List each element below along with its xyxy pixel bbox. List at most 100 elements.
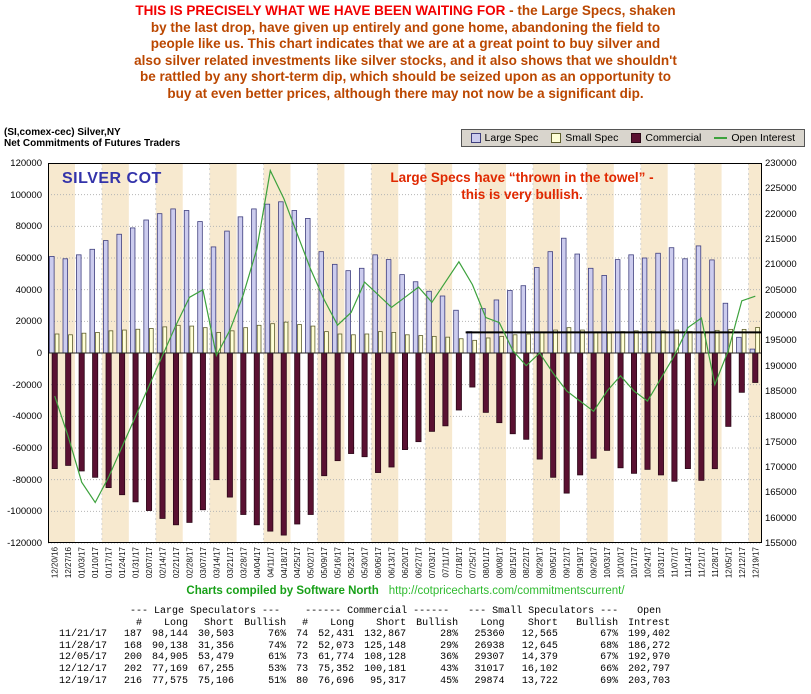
left-axis: 120000 100000 80000 60000 40000 20000 0 -20000 -…	[0, 158, 45, 555]
small-spec-bar	[634, 330, 639, 354]
cot-table-column-header: Bullish	[576, 617, 619, 629]
cot-table-cell: 199,402	[628, 629, 671, 641]
large-spec-bar	[278, 201, 284, 354]
left-axis-tick: 40000	[15, 284, 42, 296]
top-annotation-line: also silver related investments like sil…	[134, 52, 677, 68]
cot-table-cell: 16,102	[521, 663, 558, 675]
small-spec-bar	[472, 339, 477, 354]
x-tick-label: 12/20/16	[51, 546, 60, 578]
small-spec-bar	[607, 332, 612, 354]
large-spec-swatch-icon	[470, 133, 481, 143]
x-tick-label: 11/14/17	[684, 546, 693, 577]
cot-table-cell: 66%	[600, 663, 619, 675]
small-spec-bar	[149, 328, 154, 354]
right-axis-tick: 200000	[765, 310, 797, 321]
right-axis-tick: 190000	[765, 360, 797, 372]
commercial-bar	[388, 352, 395, 468]
right-axis-tick: 220000	[765, 208, 797, 220]
cot-table-cell: 202	[124, 663, 143, 675]
large-spec-bar	[709, 259, 715, 354]
small-spec-bar	[81, 332, 87, 354]
large-spec-bar	[466, 331, 473, 354]
large-spec-bar	[103, 240, 109, 354]
x-tick-label: 01/03/17	[78, 546, 87, 578]
small-spec-bar	[175, 324, 181, 354]
cot-table-cell: 45%	[440, 675, 459, 687]
commercial-bar	[644, 352, 651, 470]
commercial-bar	[725, 352, 732, 427]
large-spec-bar	[493, 299, 500, 354]
right-axis-tick: 165000	[765, 487, 797, 499]
small-spec-bar	[310, 325, 316, 354]
chart-title: (SI,comex-cec) Silver,NY	[4, 127, 121, 138]
legend-item: Commercial	[631, 132, 701, 144]
small-spec-bar	[135, 328, 141, 354]
cot-table: --- Large Speculators --- ------ Commerci…	[54, 606, 675, 687]
small-spec-bar	[580, 329, 585, 354]
x-tick-label: 05/30/17	[361, 546, 370, 578]
cot-table-cell: 52,073	[318, 640, 355, 652]
chart-credit: Charts compiled by Software North http://…	[0, 585, 811, 597]
small-spec-bar	[337, 333, 343, 354]
small-spec-bar	[283, 321, 289, 354]
legend-label: Commercial	[645, 132, 702, 144]
cot-plot: 12/20/16 12/27/16 01/03/17 01/10/17 01/17/17…	[48, 163, 762, 578]
commercial-bar	[65, 352, 72, 466]
cot-table-cell: 26938	[474, 640, 505, 652]
cot-table-cell: 12/12/17	[59, 663, 108, 675]
x-tick-label: 05/02/17	[307, 546, 316, 578]
cot-table-group-header: Open	[637, 606, 662, 617]
cot-table-cell: 11/28/17	[59, 640, 108, 652]
cot-table-column-header: Intrest	[628, 617, 671, 629]
large-spec-bar	[76, 254, 82, 354]
cot-table-cell: 67%	[600, 629, 619, 641]
left-axis-tick: 0	[36, 348, 42, 359]
top-annotation-line: by the last drop, have given up entirely…	[150, 19, 661, 35]
x-tick-label: 03/14/17	[212, 546, 221, 578]
commercial-bar	[132, 352, 139, 503]
small-spec-bar	[714, 329, 720, 354]
cot-table-cell: 43%	[440, 663, 459, 675]
commercial-bar	[267, 352, 274, 532]
cot-table-cell: 69%	[600, 675, 619, 687]
small-spec-bar	[243, 327, 248, 354]
large-spec-bar	[534, 267, 540, 354]
cot-table-cell: 53%	[268, 663, 287, 675]
x-tick-label: 12/12/17	[738, 546, 747, 578]
large-spec-bar	[251, 208, 257, 354]
commercial-bar	[172, 352, 179, 526]
commercial-bar	[698, 352, 705, 481]
large-spec-bar	[129, 227, 136, 354]
commercial-bar	[482, 352, 489, 413]
cot-table-cell: 84,905	[152, 652, 189, 664]
right-axis-tick: 170000	[765, 462, 797, 473]
small-spec-bar	[458, 338, 464, 354]
credit-url: http://cotpricecharts.com/commitmentscur…	[388, 585, 625, 597]
large-spec-bar	[116, 233, 122, 354]
x-tick-label: 03/21/17	[226, 546, 235, 578]
left-axis-tick: 20000	[15, 316, 42, 328]
cot-table-group-header-row: --- Large Speculators --- ------ Commerci…	[54, 606, 675, 618]
legend-item: Small Spec	[551, 132, 618, 144]
cot-table-column-header-row: # Long Short Bullish # Long Short Bullish Long Sh…	[54, 618, 675, 630]
x-tick-label: 06/06/17	[374, 546, 383, 578]
small-spec-bar	[202, 327, 208, 354]
large-spec-bar	[183, 210, 190, 354]
cot-table-cell: 76,696	[318, 675, 355, 687]
cot-table-column-header: Bullish	[244, 617, 287, 629]
small-spec-bar	[553, 329, 558, 354]
cot-table-row: 11/21/17 187 98,144 30,503 76% 74 52,431 132,86…	[54, 629, 675, 641]
cot-table-cell: 95,317	[370, 675, 407, 687]
large-spec-bar	[749, 348, 756, 354]
cot-table-cell: 11/21/17	[59, 629, 108, 641]
large-spec-bar	[89, 248, 95, 354]
right-axis-tick: 215000	[765, 234, 797, 245]
x-tick-label: 04/18/17	[280, 546, 289, 578]
commercial-bar	[159, 352, 166, 519]
x-tick-label: 10/10/17	[617, 546, 626, 578]
x-tick-label: 02/21/17	[172, 546, 181, 578]
commercial-bar	[563, 352, 570, 494]
x-tick-label: 07/18/17	[455, 546, 464, 578]
small-spec-bar	[68, 334, 73, 354]
x-tick-label: 02/14/17	[159, 546, 168, 578]
